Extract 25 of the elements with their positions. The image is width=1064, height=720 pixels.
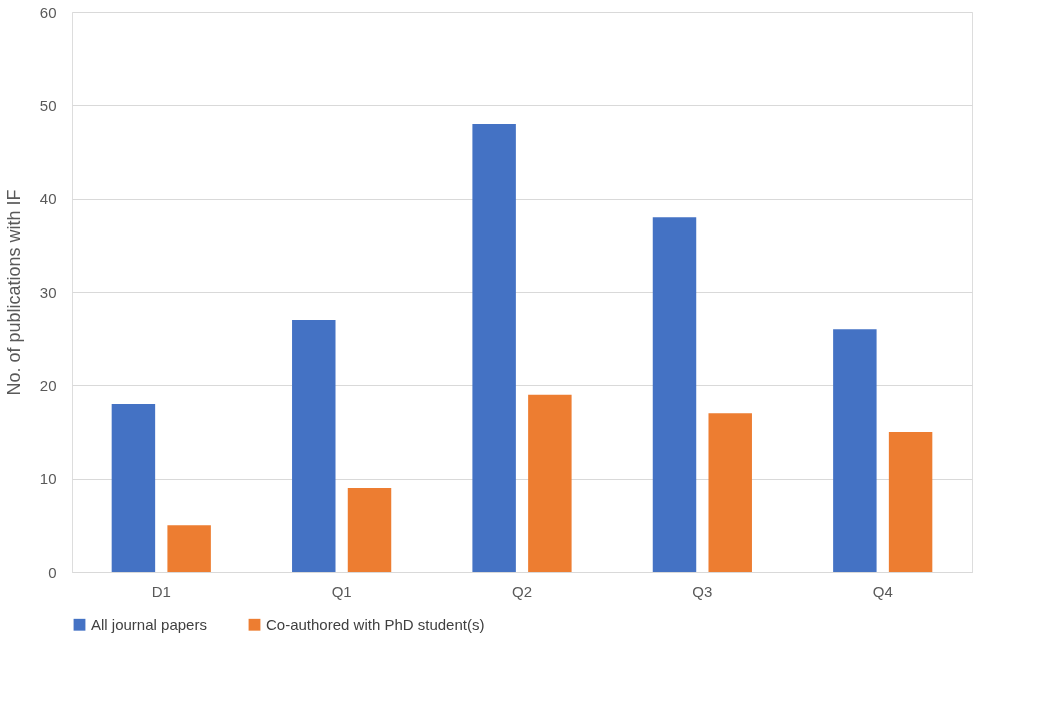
y-tick-label: 40: [39, 190, 57, 208]
legend-label: All journal papers: [91, 615, 207, 633]
x-tick-label: Q2: [511, 582, 533, 600]
y-tick-label: 50: [39, 96, 57, 114]
y-tick-label: 60: [39, 3, 57, 21]
y-axis-title: No. of publications with IF: [3, 189, 24, 396]
x-tick-label: D1: [151, 582, 171, 600]
bar: [472, 124, 516, 572]
x-tick-label: Q1: [331, 582, 352, 600]
bar: [708, 413, 752, 572]
y-tick-label: 0: [48, 563, 57, 581]
bar: [292, 320, 336, 572]
y-tick-label: 30: [39, 283, 57, 301]
bar: [652, 217, 697, 572]
legend-label: Co-authored with PhD student(s): [266, 615, 485, 633]
y-tick-label: 20: [39, 376, 57, 394]
y-tick-label: 10: [39, 470, 57, 488]
bar: [111, 404, 156, 572]
bar: [167, 525, 211, 572]
bar: [833, 329, 877, 572]
x-tick-label: Q3: [692, 582, 713, 600]
x-tick-label: Q4: [872, 582, 893, 600]
bar: [888, 432, 933, 572]
bar: [528, 394, 572, 572]
bar: [347, 488, 392, 572]
